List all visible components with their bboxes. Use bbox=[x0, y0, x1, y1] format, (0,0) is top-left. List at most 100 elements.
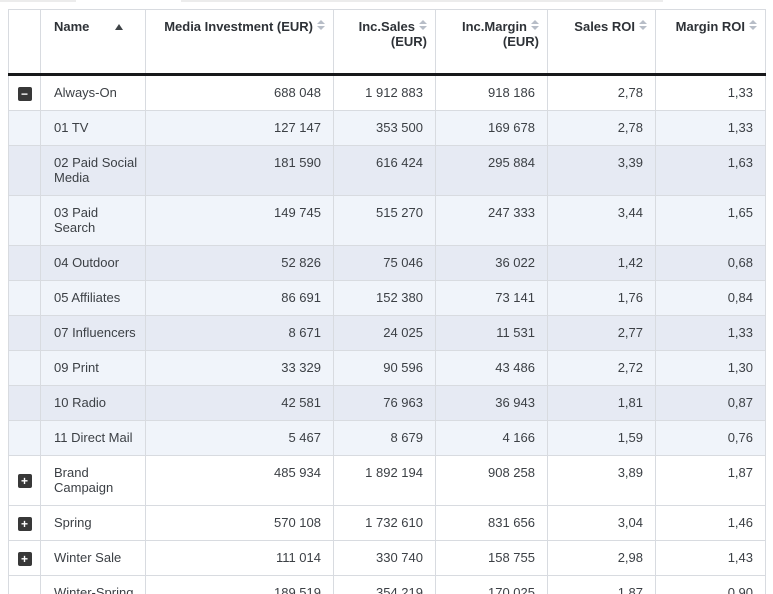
header-cell-name[interactable]: Name bbox=[40, 9, 146, 76]
table-row-winter-sale: + Winter Sale 111 014 330 740 158 755 2,98 1,4… bbox=[8, 540, 766, 576]
value-cell-sales_roi: 1,81 bbox=[547, 385, 656, 421]
value-cell-sales_roi: 3,89 bbox=[547, 455, 656, 506]
value-cell-inc_margin: 158 755 bbox=[435, 540, 548, 576]
expander-cell bbox=[8, 245, 41, 281]
sort-toggle-icon bbox=[749, 20, 757, 30]
value-cell-inc_sales: 1 912 883 bbox=[333, 74, 436, 111]
value-cell-inc_sales: 1 732 610 bbox=[333, 505, 436, 541]
value-cell-margin_roi: 1,65 bbox=[655, 195, 766, 246]
value-cell-inc_sales: 75 046 bbox=[333, 245, 436, 281]
value-cell-inc_margin: 908 258 bbox=[435, 455, 548, 506]
value-cell-margin_roi: 1,30 bbox=[655, 350, 766, 386]
expand-icon[interactable]: + bbox=[17, 551, 32, 566]
expand-icon[interactable]: + bbox=[17, 474, 32, 488]
value-cell-inc_margin: 295 884 bbox=[435, 145, 548, 196]
value-cell-inc_margin: 36 022 bbox=[435, 245, 548, 281]
name-cell: 10 Radio bbox=[40, 385, 146, 421]
value-cell-media_investment: 8 671 bbox=[145, 315, 334, 351]
header-label-margin_roi: Margin ROI bbox=[675, 19, 745, 34]
value-cell-sales_roi: 1,76 bbox=[547, 280, 656, 316]
value-cell-sales_roi: 2,78 bbox=[547, 110, 656, 146]
expander-cell bbox=[8, 145, 41, 196]
expander-cell bbox=[8, 385, 41, 421]
value-cell-sales_roi: 3,44 bbox=[547, 195, 656, 246]
sort-ascending-icon bbox=[115, 24, 124, 30]
value-cell-media_investment: 33 329 bbox=[145, 350, 334, 386]
value-cell-inc_sales: 90 596 bbox=[333, 350, 436, 386]
value-cell-inc_margin: 36 943 bbox=[435, 385, 548, 421]
name-cell: Always-On bbox=[40, 74, 146, 111]
value-cell-media_investment: 127 147 bbox=[145, 110, 334, 146]
header-cell-expander bbox=[8, 9, 41, 76]
header-label-name: Name bbox=[54, 19, 90, 34]
expander-cell bbox=[8, 315, 41, 351]
name-cell: 02 Paid Social Media bbox=[40, 145, 146, 196]
media-performance-table: Name Media Investment (EUR) Inc.Sales (EUR)… bbox=[8, 9, 766, 594]
collapse-icon[interactable]: − bbox=[17, 86, 32, 101]
value-cell-inc_sales: 8 679 bbox=[333, 420, 436, 456]
value-cell-media_investment: 86 691 bbox=[145, 280, 334, 316]
header-row: Name Media Investment (EUR) Inc.Sales (EUR)… bbox=[8, 9, 766, 76]
name-cell: 04 Outdoor bbox=[40, 245, 146, 281]
name-cell: 03 Paid Search bbox=[40, 195, 146, 246]
expander-cell: + bbox=[8, 575, 41, 594]
header-label-media_investment: Media Investment (EUR) bbox=[164, 19, 313, 34]
value-cell-media_investment: 189 519 bbox=[145, 575, 334, 594]
value-cell-margin_roi: 1,43 bbox=[655, 540, 766, 576]
header-cell-margin_roi[interactable]: Margin ROI bbox=[655, 9, 766, 76]
value-cell-margin_roi: 1,87 bbox=[655, 455, 766, 506]
value-cell-sales_roi: 2,77 bbox=[547, 315, 656, 351]
value-cell-inc_sales: 354 219 bbox=[333, 575, 436, 594]
value-cell-inc_sales: 330 740 bbox=[333, 540, 436, 576]
table-row-09-print: 09 Print 33 329 90 596 43 486 2,72 1,30 bbox=[8, 350, 766, 386]
header-label-inc_margin: Inc.Margin bbox=[461, 19, 527, 34]
value-cell-margin_roi: 1,33 bbox=[655, 315, 766, 351]
value-cell-margin_roi: 0,90 bbox=[655, 575, 766, 594]
header-cell-media_investment[interactable]: Media Investment (EUR) bbox=[145, 9, 334, 76]
value-cell-inc_margin: 43 486 bbox=[435, 350, 548, 386]
expander-cell: + bbox=[8, 505, 41, 541]
name-cell: 01 TV bbox=[40, 110, 146, 146]
top-edge-fragment-left bbox=[0, 0, 76, 2]
value-cell-media_investment: 111 014 bbox=[145, 540, 334, 576]
value-cell-sales_roi: 1,87 bbox=[547, 575, 656, 594]
sort-toggle-icon bbox=[531, 20, 539, 30]
header-cell-sales_roi[interactable]: Sales ROI bbox=[547, 9, 656, 76]
expander-cell: + bbox=[8, 455, 41, 506]
sort-toggle-icon bbox=[317, 20, 325, 30]
value-cell-sales_roi: 3,04 bbox=[547, 505, 656, 541]
value-cell-inc_sales: 152 380 bbox=[333, 280, 436, 316]
table-row-always-on: − Always-On 688 048 1 912 883 918 186 2,78 1,3… bbox=[8, 74, 766, 111]
sort-toggle-icon bbox=[639, 20, 647, 30]
expand-icon[interactable]: + bbox=[17, 516, 32, 531]
value-cell-media_investment: 570 108 bbox=[145, 505, 334, 541]
header-cell-inc_margin[interactable]: Inc.Margin (EUR) bbox=[435, 9, 548, 76]
header-label2-inc_margin: (EUR) bbox=[502, 34, 539, 49]
name-cell: Brand Campaign bbox=[40, 455, 146, 506]
table-row-10-radio: 10 Radio 42 581 76 963 36 943 1,81 0,87 bbox=[8, 385, 766, 421]
header-cell-inc_sales[interactable]: Inc.Sales (EUR) bbox=[333, 9, 436, 76]
value-cell-margin_roi: 1,33 bbox=[655, 74, 766, 111]
value-cell-margin_roi: 0,76 bbox=[655, 420, 766, 456]
value-cell-sales_roi: 2,78 bbox=[547, 74, 656, 111]
table-row-01-tv: 01 TV 127 147 353 500 169 678 2,78 1,33 bbox=[8, 110, 766, 146]
name-cell: Winter Sale bbox=[40, 540, 146, 576]
value-cell-margin_roi: 0,84 bbox=[655, 280, 766, 316]
value-cell-margin_roi: 0,87 bbox=[655, 385, 766, 421]
table-row-brand-campaign: + Brand Campaign 485 934 1 892 194 908 258 3,… bbox=[8, 455, 766, 506]
name-cell: 11 Direct Mail bbox=[40, 420, 146, 456]
value-cell-margin_roi: 1,63 bbox=[655, 145, 766, 196]
value-cell-media_investment: 181 590 bbox=[145, 145, 334, 196]
top-edge-fragment-center bbox=[181, 0, 663, 2]
table-row-04-outdoor: 04 Outdoor 52 826 75 046 36 022 1,42 0,68 bbox=[8, 245, 766, 281]
table-row-spring: + Spring 570 108 1 732 610 831 656 3,04 1,46 bbox=[8, 505, 766, 541]
name-cell: Spring bbox=[40, 505, 146, 541]
value-cell-inc_sales: 1 892 194 bbox=[333, 455, 436, 506]
value-cell-inc_sales: 515 270 bbox=[333, 195, 436, 246]
expander-cell bbox=[8, 195, 41, 246]
value-cell-media_investment: 485 934 bbox=[145, 455, 334, 506]
value-cell-sales_roi: 3,39 bbox=[547, 145, 656, 196]
value-cell-inc_sales: 353 500 bbox=[333, 110, 436, 146]
value-cell-inc_sales: 24 025 bbox=[333, 315, 436, 351]
